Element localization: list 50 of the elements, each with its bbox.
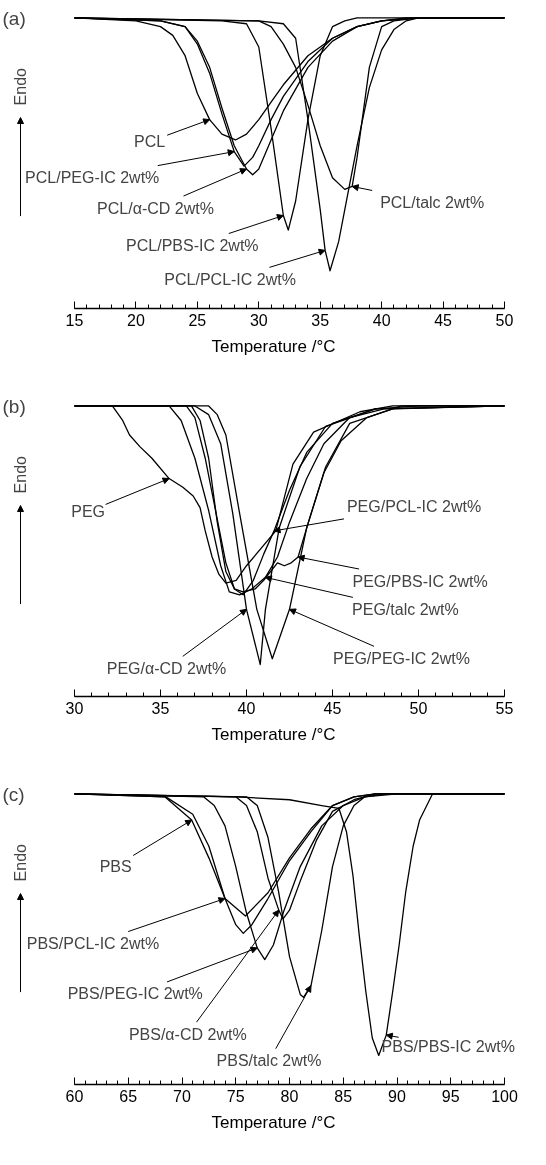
- x-tick-label: 30: [65, 699, 84, 717]
- chart-title: (c): [2, 783, 25, 805]
- chart-title: (a): [2, 7, 26, 29]
- x-tick-label: 30: [249, 311, 268, 329]
- x-tick-label: 80: [280, 1087, 299, 1105]
- x-tick-label: 85: [334, 1087, 353, 1105]
- annotation: PCL: [134, 133, 166, 151]
- x-tick-label: 35: [151, 699, 170, 717]
- x-tick-label: 45: [434, 311, 453, 329]
- x-tick-label: 50: [495, 311, 514, 329]
- annotation: PEG/PBS-IC 2wt%: [352, 572, 488, 590]
- x-tick-label: 45: [323, 699, 342, 717]
- x-tick-label: 70: [173, 1087, 191, 1105]
- annotation: PBS/PEG-IC 2wt%: [67, 985, 203, 1003]
- chart-title: (b): [2, 395, 26, 417]
- annotation: PCL/talc 2wt%: [380, 193, 485, 211]
- x-tick-label: 40: [237, 699, 256, 717]
- y-axis-title: Endo: [12, 455, 29, 494]
- x-tick-label: 90: [388, 1087, 406, 1105]
- annotation: PCL/PCL-IC 2wt%: [164, 270, 296, 288]
- y-axis-title: Endo: [12, 843, 29, 882]
- x-tick-label: 65: [119, 1087, 138, 1105]
- annotation: PEG/talc 2wt%: [352, 600, 459, 618]
- x-tick-label: 55: [495, 699, 514, 717]
- x-tick-label: 35: [311, 311, 330, 329]
- x-tick-label: 100: [491, 1087, 518, 1105]
- x-tick-label: 75: [226, 1087, 245, 1105]
- annotation: PEG/PEG-IC 2wt%: [333, 649, 470, 667]
- y-axis-title: Endo: [12, 67, 29, 106]
- annotation: PBS/PBS-IC 2wt%: [381, 1037, 515, 1055]
- x-tick-label: 95: [441, 1087, 460, 1105]
- x-tick-label: 15: [65, 311, 84, 329]
- annotation: PBS/α-CD 2wt%: [128, 1025, 247, 1043]
- x-axis-title: Temperature /°C: [211, 724, 336, 744]
- annotation: PBS/PCL-IC 2wt%: [26, 935, 160, 953]
- x-axis-title: Temperature /°C: [211, 1112, 336, 1132]
- x-tick-label: 25: [188, 311, 207, 329]
- x-tick-label: 20: [127, 311, 145, 329]
- annotation: PCL/PBS-IC 2wt%: [126, 237, 259, 255]
- annotation: PCL/α-CD 2wt%: [97, 199, 214, 217]
- annotation: PBS: [99, 857, 132, 875]
- annotation: PCL/PEG-IC 2wt%: [25, 169, 160, 187]
- annotation: PEG/PCL-IC 2wt%: [346, 498, 482, 516]
- annotation: PEG/α-CD 2wt%: [106, 659, 227, 677]
- x-tick-label: 60: [65, 1087, 84, 1105]
- x-tick-label: 40: [372, 311, 391, 329]
- x-tick-label: 50: [409, 699, 428, 717]
- annotation: PBS/talc 2wt%: [216, 1052, 322, 1070]
- x-axis-title: Temperature /°C: [211, 336, 336, 356]
- annotation: PEG: [71, 503, 105, 521]
